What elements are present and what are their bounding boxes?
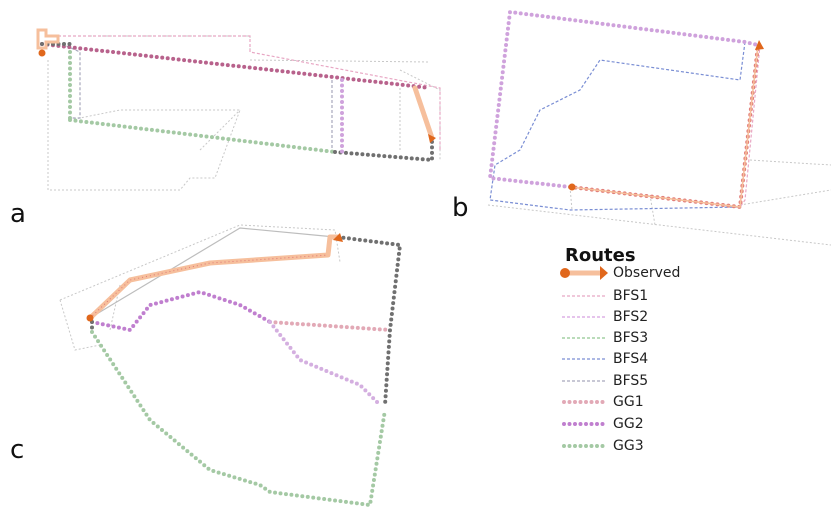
legend-label: BFS1 (613, 288, 648, 304)
panel-label: a (10, 199, 26, 229)
legend-label: BFS3 (613, 330, 648, 346)
legend-swatch (600, 266, 608, 280)
map-panel-b: b (452, 9, 831, 246)
panel-label: c (10, 435, 24, 465)
panel-label: b (452, 193, 469, 223)
map-panel-c: c (10, 224, 403, 508)
legend-label: BFS2 (613, 309, 648, 325)
legend-label: GG3 (613, 438, 644, 454)
legend-swatch (560, 268, 570, 278)
legend: Routes Observed BFS1 BFS2 BFS3 BFS4 BFS5… (560, 245, 680, 454)
legend-label: GG1 (613, 394, 644, 410)
legend-label: BFS5 (613, 373, 648, 389)
legend-label: GG2 (613, 416, 644, 432)
legend-title: Routes (565, 245, 636, 266)
legend-label: BFS4 (613, 351, 648, 367)
legend-label: Observed (613, 265, 680, 281)
map-panel-a: a (10, 28, 441, 229)
